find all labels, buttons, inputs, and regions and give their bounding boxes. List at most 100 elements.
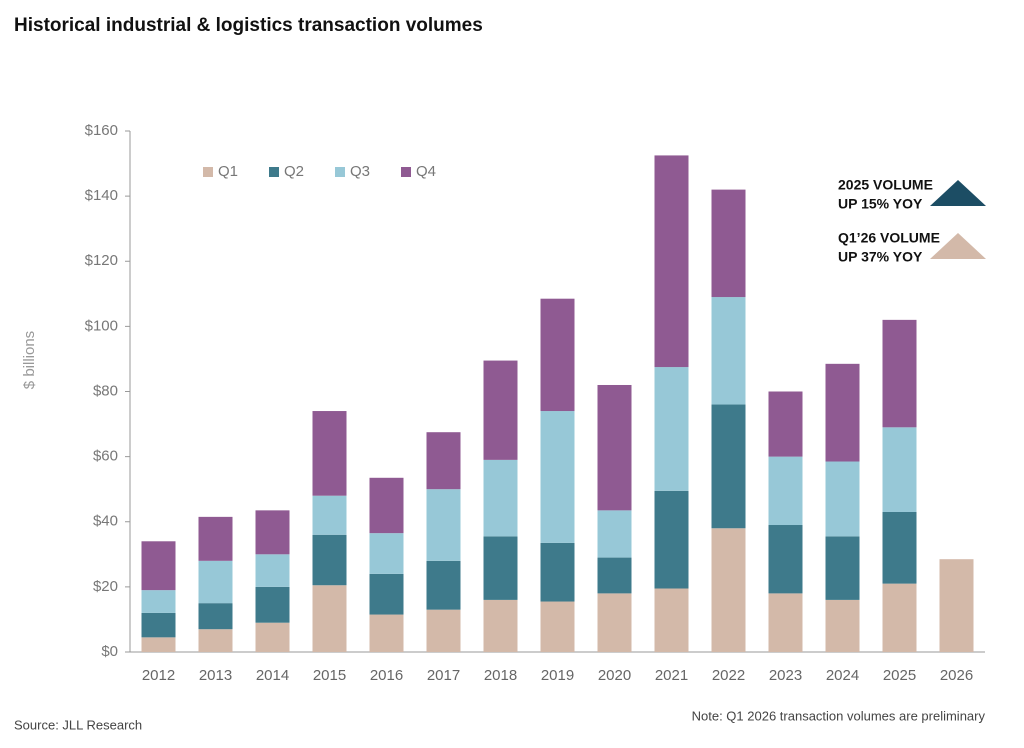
legend-label: Q3 [350,163,370,180]
bar-segment [483,459,518,537]
bar-segment [711,528,746,652]
bar-segment [825,599,860,652]
annotation-triangle [930,233,986,259]
x-tick-label: 2014 [256,667,289,684]
bar-segment [198,516,233,561]
legend-swatch [269,167,279,177]
x-tick-label: 2025 [883,667,916,684]
annotation-text: UP 15% YOY [838,196,923,212]
x-tick-label: 2017 [427,667,460,684]
bar-segment [711,297,746,405]
bar-segment [597,384,632,511]
x-tick-label: 2013 [199,667,232,684]
x-tick-label: 2020 [598,667,631,684]
y-tick-label: $40 [93,513,118,530]
bar-segment [768,593,803,652]
legend-label: Q4 [416,163,436,180]
bar-segment [825,363,860,462]
bar-segment [369,573,404,615]
bar-segment [255,622,290,652]
bar-segment [369,533,404,574]
bar-segment [369,614,404,652]
x-tick-label: 2024 [826,667,859,684]
bar-segment [882,511,917,584]
bar-segment [198,629,233,652]
x-tick-label: 2026 [940,667,973,684]
bar-segment [312,495,347,535]
source: Source: JLL Research [14,717,142,732]
bar-segment [939,559,974,652]
legend-label: Q2 [284,163,304,180]
bar-segment [312,411,347,496]
x-tick-label: 2022 [712,667,745,684]
bar-segment [768,391,803,457]
x-tick-label: 2018 [484,667,517,684]
y-tick-label: $100 [85,317,118,334]
note: Note: Q1 2026 transaction volumes are pr… [692,708,986,723]
bar-segment [825,461,860,537]
bar-segment [426,609,461,652]
bar-segment [768,525,803,594]
bar-segment [654,367,689,491]
bar-segment [426,432,461,490]
bar-segment [882,319,917,428]
bar-segment [654,588,689,652]
bar-segment [540,298,575,412]
y-axis-label: $ billions [21,331,38,389]
bar-segment [483,360,518,460]
bar-segment [597,557,632,594]
y-tick-label: $140 [85,187,118,204]
bar-segment [141,590,176,613]
bar-segment [426,560,461,610]
y-tick-label: $120 [85,252,118,269]
y-tick-label: $20 [93,578,118,595]
bar-segment [255,510,290,555]
annotation-text: Q1’26 VOLUME [838,230,940,246]
bar-segment [369,477,404,534]
bar-segment [141,637,176,652]
legend-swatch [203,167,213,177]
x-tick-label: 2015 [313,667,346,684]
bar-segment [654,490,689,589]
bar-segment [483,599,518,652]
bar-segment [483,536,518,600]
bar-segment [141,612,176,638]
x-tick-label: 2012 [142,667,175,684]
annotation-text: 2025 VOLUME [838,177,933,193]
bar-segment [882,583,917,652]
bar-segment [711,189,746,298]
bar-segment [825,536,860,600]
legend-swatch [401,167,411,177]
x-tick-label: 2023 [769,667,802,684]
bar-segment [312,585,347,652]
bar-segment [711,404,746,529]
bar-segment [540,601,575,652]
bar-segment [654,155,689,368]
y-tick-label: $160 [85,122,118,139]
bar-segment [597,510,632,558]
y-tick-label: $60 [93,448,118,465]
bar-segment [312,534,347,586]
bar-segment [198,560,233,604]
bar-segment [597,593,632,652]
x-tick-label: 2021 [655,667,688,684]
bar-segment [255,586,290,623]
chart-title: Historical industrial & logistics transa… [14,15,483,36]
x-tick-label: 2016 [370,667,403,684]
x-tick-label: 2019 [541,667,574,684]
bar-segment [198,603,233,630]
y-tick-label: $80 [93,382,118,399]
bar-segment [540,542,575,602]
legend-swatch [335,167,345,177]
bar-segment [768,456,803,526]
bar-segment [882,427,917,512]
bar-segment [426,489,461,561]
bar-segment [540,411,575,543]
y-tick-label: $0 [101,643,118,660]
bar-segment [141,541,176,591]
bar-segment [255,554,290,587]
legend-label: Q1 [218,163,238,180]
annotation-triangle [930,180,986,206]
annotation-text: UP 37% YOY [838,249,923,265]
